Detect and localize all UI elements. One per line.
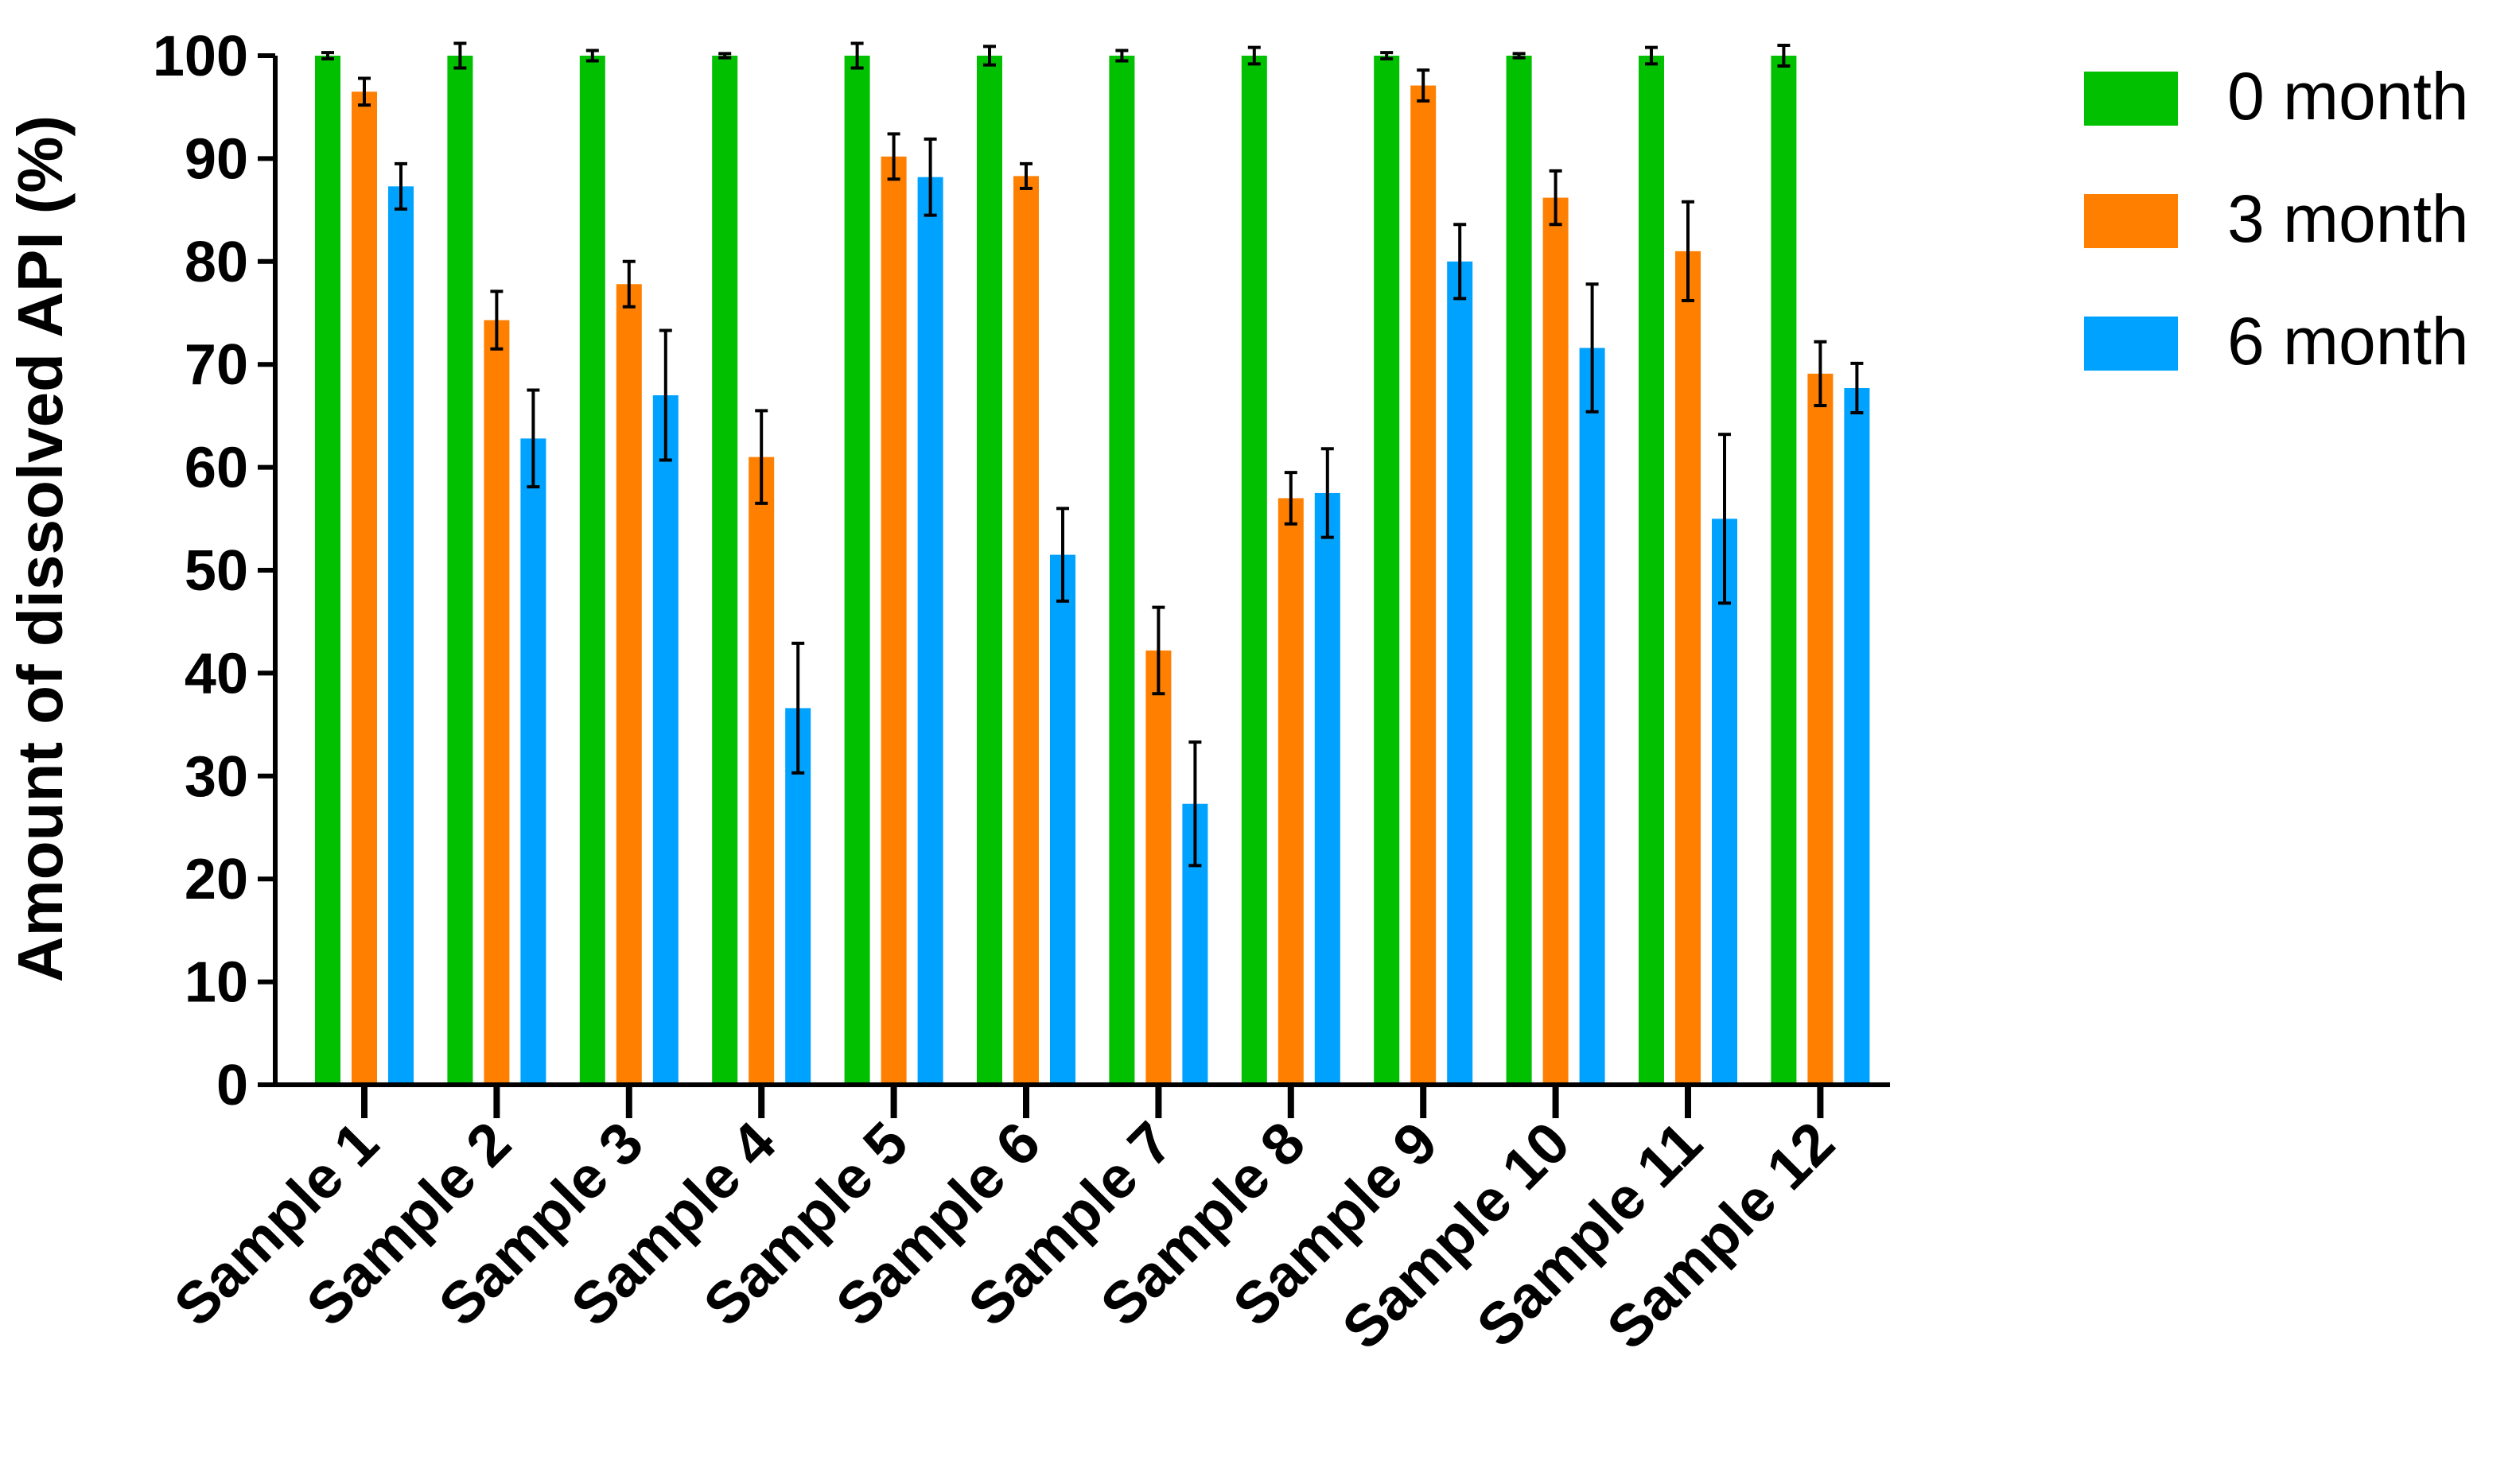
bar xyxy=(484,320,510,1086)
bar xyxy=(1771,56,1797,1085)
error-bar xyxy=(1512,52,1526,60)
bar xyxy=(520,438,546,1085)
bar xyxy=(1712,519,1737,1085)
error-bar xyxy=(358,76,371,107)
error-bar xyxy=(1417,68,1430,103)
bar xyxy=(1844,387,1870,1085)
y-tick-label: 80 xyxy=(185,231,248,294)
bar xyxy=(1639,56,1664,1085)
bar xyxy=(749,456,775,1085)
legend-label: 6 month xyxy=(2227,304,2469,379)
error-bar xyxy=(1682,200,1694,302)
y-tick-label: 70 xyxy=(185,333,248,397)
bar xyxy=(1050,554,1075,1085)
bar xyxy=(977,56,1002,1085)
y-tick-label: 30 xyxy=(185,745,248,809)
error-bar xyxy=(659,328,672,462)
legend-swatch xyxy=(2084,317,2178,371)
bar xyxy=(352,91,377,1085)
error-bar xyxy=(1020,161,1032,190)
error-bar xyxy=(453,41,467,70)
y-tick-label: 50 xyxy=(185,539,248,603)
legend-label: 3 month xyxy=(2227,181,2469,256)
bar xyxy=(1109,56,1135,1085)
bar xyxy=(917,177,943,1085)
error-bar xyxy=(585,49,599,63)
error-bar xyxy=(1718,433,1731,605)
bar xyxy=(712,56,738,1085)
error-bar xyxy=(1777,44,1791,68)
error-bar xyxy=(490,289,504,351)
error-bar xyxy=(1453,223,1467,301)
error-bar xyxy=(924,137,937,217)
error-bar xyxy=(1585,282,1599,414)
y-tick-label: 0 xyxy=(216,1054,248,1117)
bar xyxy=(1374,56,1400,1085)
error-bar xyxy=(321,51,334,60)
error-bar xyxy=(1549,169,1562,227)
bar xyxy=(1675,251,1701,1085)
bar xyxy=(1410,85,1437,1085)
error-bar xyxy=(1850,361,1864,415)
y-tick-label: 90 xyxy=(185,127,248,191)
legend-swatch xyxy=(2084,72,2178,126)
bar xyxy=(1314,492,1340,1085)
error-bar xyxy=(622,259,636,309)
y-axis-label: Amount of dissolved API (%) xyxy=(5,115,76,982)
y-tick-label: 100 xyxy=(153,25,248,88)
y-tick-label: 20 xyxy=(185,848,248,911)
error-bar xyxy=(1645,45,1658,66)
bar xyxy=(1506,56,1532,1085)
bar xyxy=(844,56,870,1085)
bar xyxy=(881,156,907,1085)
error-bar xyxy=(527,388,540,489)
error-bar xyxy=(1188,740,1202,868)
bar xyxy=(388,186,414,1085)
error-bar xyxy=(1247,45,1261,66)
bar xyxy=(1241,56,1267,1085)
legend-swatch xyxy=(2084,194,2178,248)
y-tick-label: 10 xyxy=(185,951,248,1015)
bar xyxy=(1145,650,1172,1085)
bar xyxy=(1447,261,1473,1085)
error-bar xyxy=(1115,49,1129,63)
legend: 0 month 3 month 6 month xyxy=(2084,59,2469,379)
bar xyxy=(579,56,605,1085)
legend-label: 0 month xyxy=(2227,59,2469,134)
y-tick-label: 40 xyxy=(185,642,248,705)
error-bar xyxy=(1320,447,1334,539)
error-bar xyxy=(850,41,864,70)
error-bar xyxy=(718,52,732,60)
plot-area xyxy=(315,41,1870,1086)
error-bar xyxy=(1380,51,1394,60)
error-bar xyxy=(1056,507,1069,603)
y-axis: 0 10 20 30 40 50 60 70 80 90 100 xyxy=(153,25,278,1117)
bar xyxy=(1278,498,1304,1085)
bar xyxy=(652,395,679,1085)
error-bar xyxy=(887,132,900,181)
bar xyxy=(616,284,642,1085)
bar xyxy=(447,56,473,1085)
error-bar xyxy=(1814,340,1827,407)
bar xyxy=(1579,348,1605,1086)
error-bar xyxy=(755,409,768,505)
bar xyxy=(1542,197,1569,1085)
error-bar xyxy=(1152,605,1165,696)
bar xyxy=(1807,373,1834,1085)
error-bar xyxy=(791,641,805,775)
bar xyxy=(1013,176,1039,1086)
error-bar xyxy=(983,45,996,67)
error-bar xyxy=(1284,471,1297,526)
y-tick-label: 60 xyxy=(185,437,248,500)
bar xyxy=(315,56,340,1085)
error-bar xyxy=(395,161,407,211)
